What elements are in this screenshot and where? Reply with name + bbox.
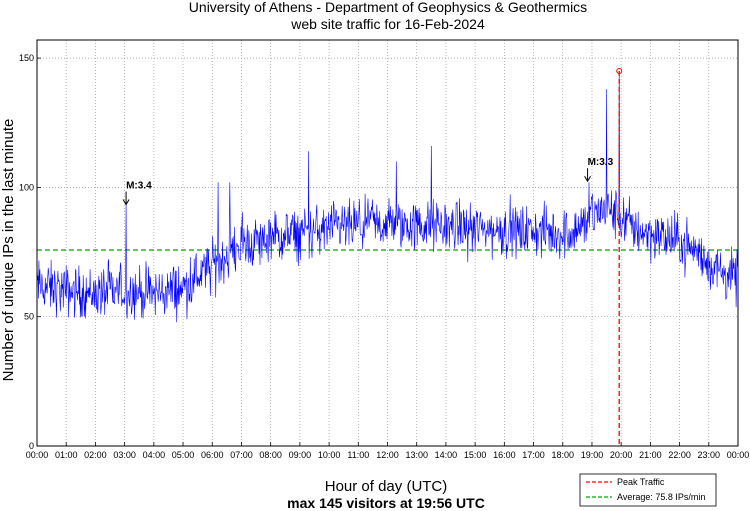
x-tick-label: 10:00 (318, 450, 341, 460)
legend-peak-label: Peak Traffic (617, 477, 665, 487)
y-tick-label: 100 (19, 182, 34, 192)
y-tick-label: 0 (29, 441, 34, 451)
annotation-label: M:3.3 (588, 157, 614, 168)
x-tick-label: 07:00 (230, 450, 253, 460)
x-tick-label: 06:00 (201, 450, 224, 460)
x-tick-label: 22:00 (668, 450, 691, 460)
y-tick-label: 150 (19, 53, 34, 63)
legend-box (579, 473, 717, 507)
grid (37, 40, 738, 446)
legend-average-label: Average: 75.8 IPs/min (617, 492, 705, 502)
x-tick-label: 19:00 (581, 450, 604, 460)
x-tick-label: 14:00 (435, 450, 458, 460)
peak-marker (616, 68, 623, 75)
annotation-arrowhead (584, 175, 592, 183)
x-tick-label: 23:00 (698, 450, 721, 460)
annotation-arrowhead (122, 199, 130, 206)
x-tick-label: 00:00 (727, 450, 750, 460)
y-tick-label: 50 (24, 312, 34, 322)
x-tick-label: 17:00 (522, 450, 545, 460)
chart-title-line-2: web site traffic for 16-Feb-2024 (290, 16, 485, 32)
axis-ticks: 00:00 01:00 02:00 03:00 04:00 05:00 06:00 07:00… (19, 53, 749, 460)
x-tick-label: 13:00 (405, 450, 428, 460)
traffic-series-line (36, 70, 738, 323)
legend: Peak Traffic Average: 75.8 IPs/min (579, 473, 717, 507)
x-tick-label: 16:00 (493, 450, 516, 460)
x-tick-label: 01:00 (55, 450, 78, 460)
x-tick-label: 04:00 (143, 450, 166, 460)
x-tick-label: 11:00 (347, 450, 369, 460)
chart-title-line-1: University of Athens - Department of Geo… (189, 0, 587, 15)
x-tick-label: 20:00 (610, 450, 633, 460)
annotation-label: M:3.4 (126, 181, 152, 192)
x-tick-label: 08:00 (259, 450, 282, 460)
x-tick-label: 21:00 (639, 450, 662, 460)
annotations: M:3.4 M:3.3 (122, 157, 614, 206)
max-visitors-subtitle: max 145 visitors at 19:56 UTC (287, 495, 485, 511)
x-tick-label: 18:00 (551, 450, 574, 460)
x-tick-label: 00:00 (26, 450, 49, 460)
x-tick-label: 05:00 (172, 450, 195, 460)
x-tick-label: 09:00 (289, 450, 312, 460)
x-tick-label: 15:00 (464, 450, 487, 460)
y-axis-label: Number of unique IPs in the last minute (0, 119, 17, 382)
x-axis-label: Hour of day (UTC) (325, 478, 448, 495)
x-tick-label: 03:00 (113, 450, 136, 460)
x-tick-label: 12:00 (376, 450, 399, 460)
x-tick-label: 02:00 (84, 450, 107, 460)
